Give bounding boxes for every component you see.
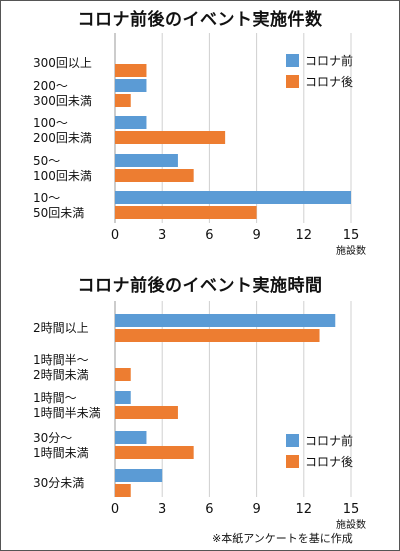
bar-before <box>115 116 147 129</box>
x-tick-label: 0 <box>111 228 119 243</box>
x-tick-label: 15 <box>343 228 360 243</box>
source-note: ※本紙アンケートを基に作成 <box>212 532 353 545</box>
category-label: 300回以上 <box>33 56 92 70</box>
bar-after <box>115 94 131 107</box>
chart-title-count: コロナ前後のイベント実施件数 <box>77 10 323 30</box>
bar-before <box>115 79 147 92</box>
bar-before <box>115 391 131 404</box>
x-axis-label: 施設数 <box>336 518 366 531</box>
category-label: 10〜 <box>33 191 60 205</box>
category-label: 30分〜 <box>33 431 72 445</box>
x-tick-label: 6 <box>205 502 213 517</box>
x-axis-label: 施設数 <box>336 244 366 257</box>
bar-after <box>115 368 131 381</box>
bar-after <box>115 206 257 219</box>
legend-swatch <box>286 54 299 67</box>
category-label: 2時間未満 <box>33 368 89 382</box>
bar-before <box>115 154 178 167</box>
bar-before <box>115 469 163 482</box>
category-label: 200回未満 <box>33 131 92 145</box>
category-label: 100〜 <box>33 116 68 130</box>
x-tick-label: 3 <box>158 502 166 517</box>
legend-label: コロナ後 <box>305 75 353 89</box>
legend-label: コロナ後 <box>305 455 353 469</box>
bar-after <box>115 446 194 459</box>
x-tick-label: 12 <box>296 502 313 517</box>
legend-swatch <box>286 75 299 88</box>
bar-before <box>115 431 147 444</box>
legend-label: コロナ前 <box>305 53 353 68</box>
category-label: 50回未満 <box>33 206 84 220</box>
category-label: 2時間以上 <box>33 321 89 335</box>
x-tick-label: 0 <box>111 502 119 517</box>
category-label: 1時間半未満 <box>33 406 101 420</box>
legend-label: コロナ前 <box>305 433 353 448</box>
bar-after <box>115 406 178 419</box>
legend-swatch <box>286 455 299 468</box>
category-label: 200〜 <box>33 79 68 93</box>
x-tick-label: 15 <box>343 502 360 517</box>
bar-after <box>115 131 226 144</box>
category-label: 1時間半〜 <box>33 353 89 367</box>
category-label: 1時間〜 <box>33 391 77 405</box>
bar-after <box>115 64 147 77</box>
x-tick-label: 12 <box>296 228 313 243</box>
bar-after <box>115 484 131 497</box>
bar-before <box>115 314 336 327</box>
x-tick-label: 3 <box>158 228 166 243</box>
bar-after <box>115 329 320 342</box>
bar-before <box>115 191 351 204</box>
category-label: 30分未満 <box>33 476 84 490</box>
chart-title-duration: コロナ前後のイベント実施時間 <box>77 276 323 296</box>
bar-after <box>115 169 194 182</box>
category-label: 50〜 <box>33 154 60 168</box>
x-tick-label: 6 <box>205 228 213 243</box>
x-tick-label: 9 <box>252 502 260 517</box>
category-label: 1時間未満 <box>33 446 89 460</box>
category-label: 100回未満 <box>33 169 92 183</box>
x-tick-label: 9 <box>252 228 260 243</box>
legend-swatch <box>286 434 299 447</box>
category-label: 300回未満 <box>33 94 92 108</box>
